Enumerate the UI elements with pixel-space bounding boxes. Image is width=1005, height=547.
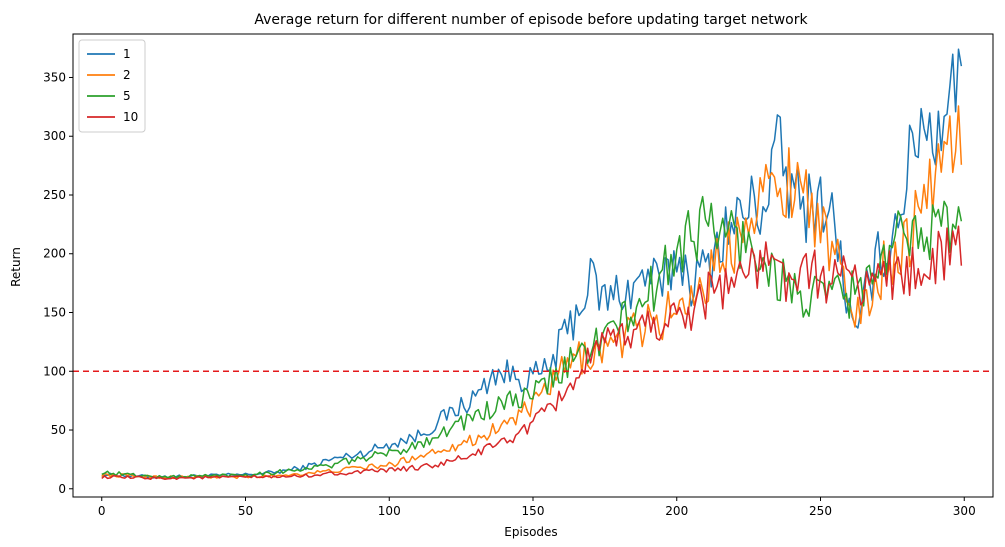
legend: 1 2 5 10 xyxy=(78,39,146,133)
y-tick-label: 300 xyxy=(43,129,66,143)
y-tick-label: 50 xyxy=(51,423,66,437)
legend-box xyxy=(78,39,146,133)
y-axis: 0 50 100 150 200 250 300 350 xyxy=(43,70,73,496)
series-line-2 xyxy=(101,105,963,480)
series-line-5 xyxy=(101,195,963,479)
chart-title: Average return for different number of e… xyxy=(254,12,808,28)
x-tick-label: 0 xyxy=(98,504,106,518)
y-tick-label: 250 xyxy=(43,188,66,202)
y-tick-label: 150 xyxy=(43,306,66,320)
y-tick-label: 350 xyxy=(43,70,66,84)
y-tick-label: 100 xyxy=(43,364,66,378)
y-axis-label: Return xyxy=(9,247,23,287)
x-tick-label: 300 xyxy=(953,504,976,518)
legend-label-2: 2 xyxy=(123,68,131,82)
legend-label-10: 10 xyxy=(123,110,138,124)
x-axis-label: Episodes xyxy=(504,525,557,539)
x-tick-label: 150 xyxy=(522,504,545,518)
y-tick-label: 200 xyxy=(43,247,66,261)
x-tick-label: 100 xyxy=(378,504,401,518)
series-line-1 xyxy=(101,48,963,479)
legend-label-1: 1 xyxy=(123,47,131,61)
y-tick-label: 0 xyxy=(58,482,66,496)
x-tick-label: 200 xyxy=(665,504,688,518)
series-line-10 xyxy=(101,225,963,481)
x-tick-label: 250 xyxy=(809,504,832,518)
x-tick-label: 50 xyxy=(238,504,253,518)
legend-label-5: 5 xyxy=(123,89,131,103)
x-axis: 0 50 100 150 200 250 300 xyxy=(98,497,976,518)
